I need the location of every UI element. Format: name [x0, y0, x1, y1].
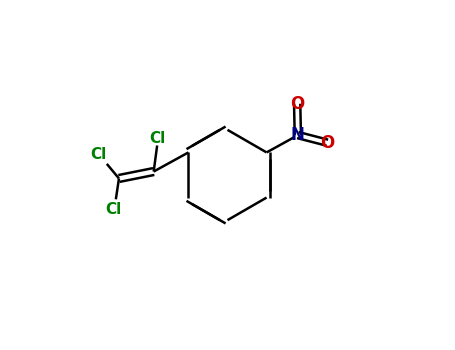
Text: O: O [320, 134, 334, 152]
Text: O: O [290, 95, 304, 113]
Text: N: N [291, 126, 305, 144]
Text: Cl: Cl [90, 147, 106, 162]
Text: Cl: Cl [106, 202, 122, 217]
Text: Cl: Cl [149, 131, 165, 146]
